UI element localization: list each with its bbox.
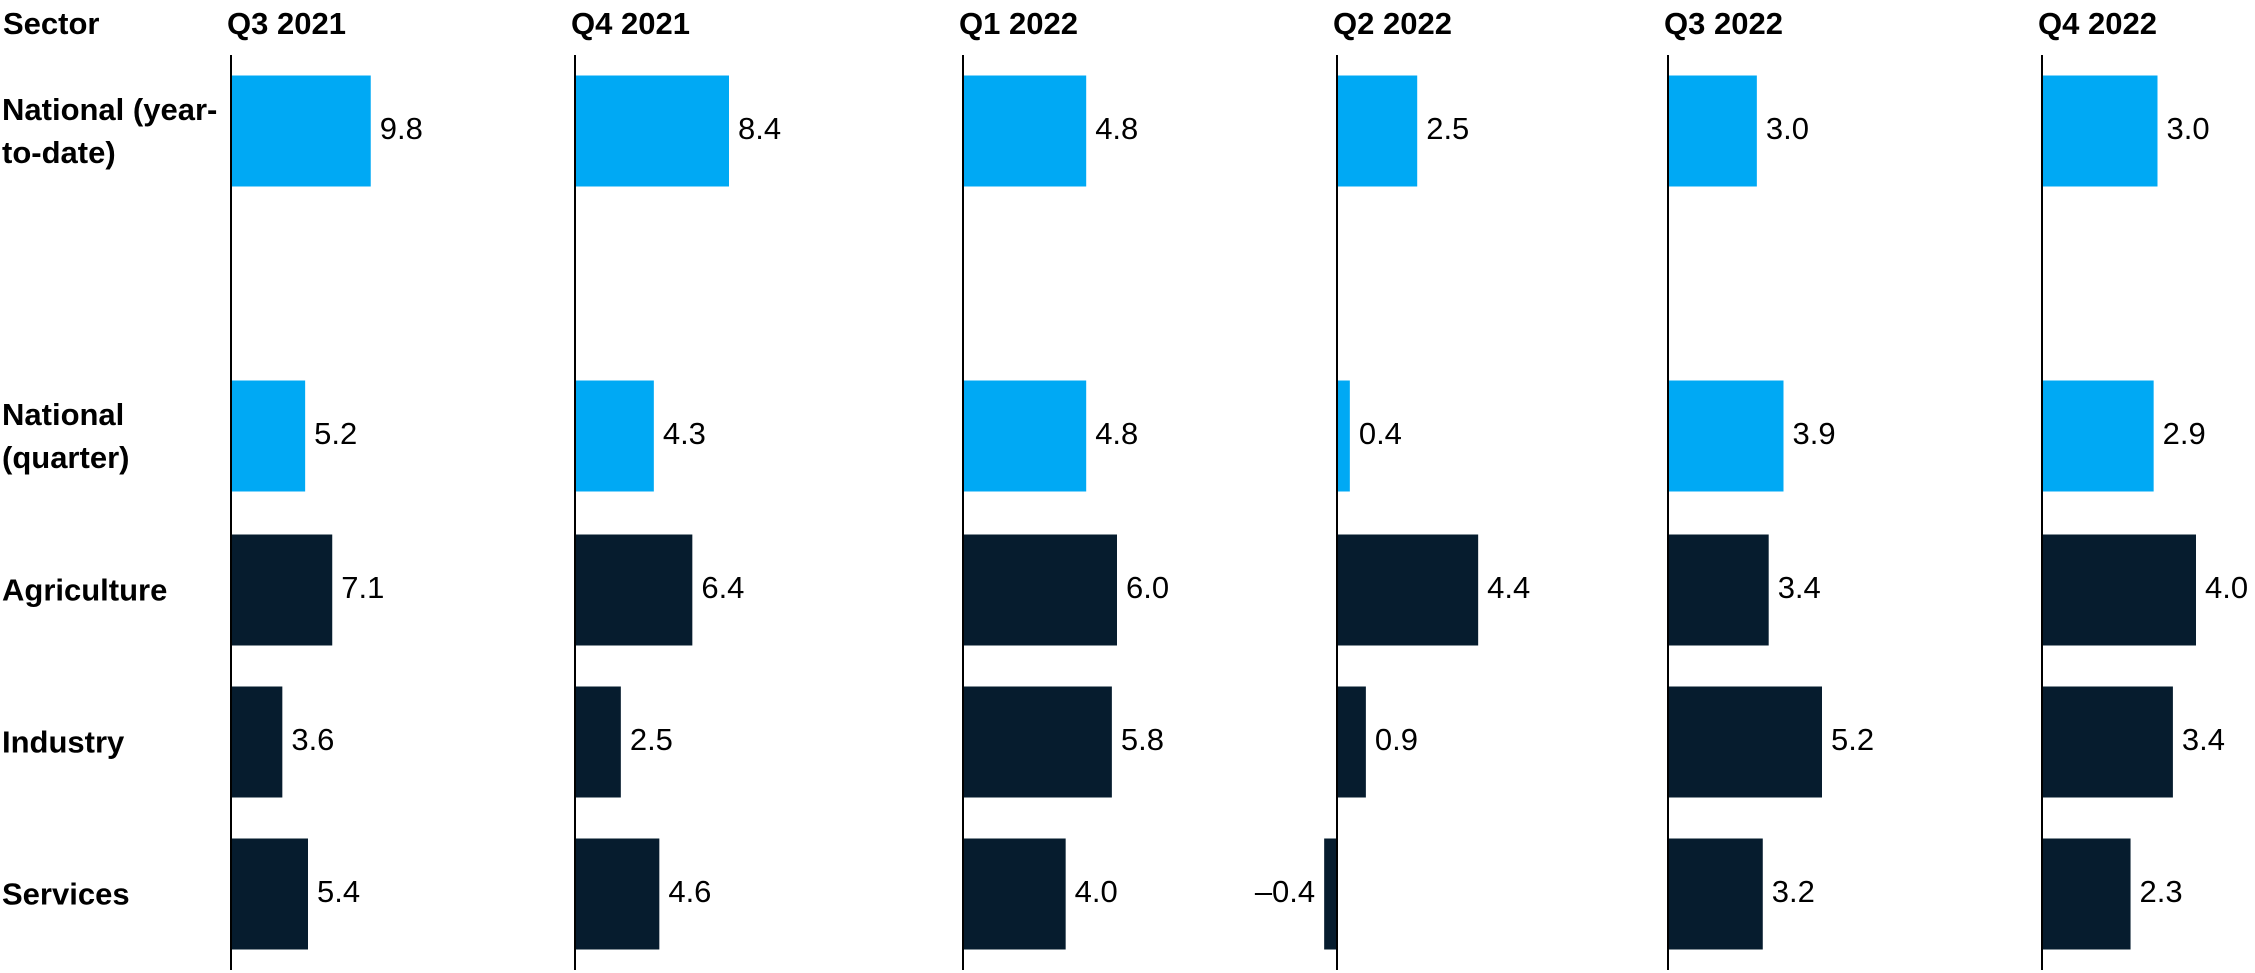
- panel-title: Q4 2021: [571, 6, 690, 41]
- bar: [575, 838, 660, 950]
- bar: [2042, 686, 2173, 798]
- value-label: 2.9: [2163, 416, 2206, 451]
- category-label: Industry: [2, 724, 125, 760]
- value-label: 0.9: [1375, 722, 1418, 757]
- value-label: 2.5: [630, 722, 673, 757]
- value-label: 3.2: [1772, 874, 1815, 909]
- panel-title: Q4 2022: [2038, 6, 2157, 41]
- bar: [2042, 75, 2158, 187]
- value-label: 3.0: [1766, 111, 1809, 146]
- category-label: National (quarter): [2, 397, 130, 475]
- value-label: 3.4: [2182, 722, 2225, 757]
- bar: [2042, 534, 2196, 646]
- bar: [1337, 534, 1479, 646]
- bar: [963, 534, 1117, 646]
- value-label: 5.2: [1831, 722, 1874, 757]
- bar: [1337, 686, 1366, 798]
- category-label: Agriculture: [2, 572, 168, 608]
- category-header: Sector: [3, 6, 99, 41]
- bar: [1668, 686, 1822, 798]
- value-label: 5.4: [317, 874, 360, 909]
- bar: [575, 534, 693, 646]
- bar: [963, 838, 1066, 950]
- bar: [575, 75, 729, 187]
- value-label: 4.3: [663, 416, 706, 451]
- bar: [1668, 75, 1757, 187]
- bar: [1324, 838, 1337, 950]
- value-label: –0.4: [1255, 874, 1315, 909]
- value-label: 3.0: [2167, 111, 2210, 146]
- bar: [963, 686, 1112, 798]
- value-label: 2.5: [1426, 111, 1469, 146]
- bar: [1337, 75, 1418, 187]
- panel-title: Q3 2022: [1664, 6, 1783, 41]
- value-label: 3.6: [291, 722, 334, 757]
- bar: [1337, 380, 1350, 492]
- bar: [231, 534, 333, 646]
- value-label: 7.1: [341, 570, 384, 605]
- bar: [1668, 534, 1769, 646]
- bar: [575, 380, 654, 492]
- category-label: Services: [2, 876, 130, 912]
- bar: [1668, 380, 1784, 492]
- bar: [231, 380, 306, 492]
- bar: [231, 838, 308, 950]
- panel-title: Q2 2022: [1333, 6, 1452, 41]
- category-label: National (year-to-date): [2, 92, 218, 170]
- value-label: 4.0: [2205, 570, 2248, 605]
- value-label: 2.3: [2140, 874, 2183, 909]
- value-label: 4.8: [1095, 416, 1138, 451]
- bar: [2042, 380, 2154, 492]
- value-label: 4.4: [1487, 570, 1530, 605]
- value-label: 8.4: [738, 111, 781, 146]
- value-label: 4.8: [1095, 111, 1138, 146]
- bar: [231, 75, 371, 187]
- value-label: 0.4: [1359, 416, 1402, 451]
- bar: [963, 380, 1087, 492]
- value-label: 5.2: [314, 416, 357, 451]
- bar: [231, 686, 283, 798]
- value-label: 3.4: [1778, 570, 1821, 605]
- bar: [575, 686, 621, 798]
- value-label: 6.0: [1126, 570, 1169, 605]
- bar: [1668, 838, 1763, 950]
- value-label: 4.0: [1075, 874, 1118, 909]
- value-label: 4.6: [668, 874, 711, 909]
- panel-title: Q3 2021: [227, 6, 346, 41]
- bar: [2042, 838, 2131, 950]
- value-label: 6.4: [701, 570, 744, 605]
- panel-title: Q1 2022: [959, 6, 1078, 41]
- value-label: 5.8: [1121, 722, 1164, 757]
- bar: [963, 75, 1087, 187]
- value-label: 3.9: [1793, 416, 1836, 451]
- value-label: 9.8: [380, 111, 423, 146]
